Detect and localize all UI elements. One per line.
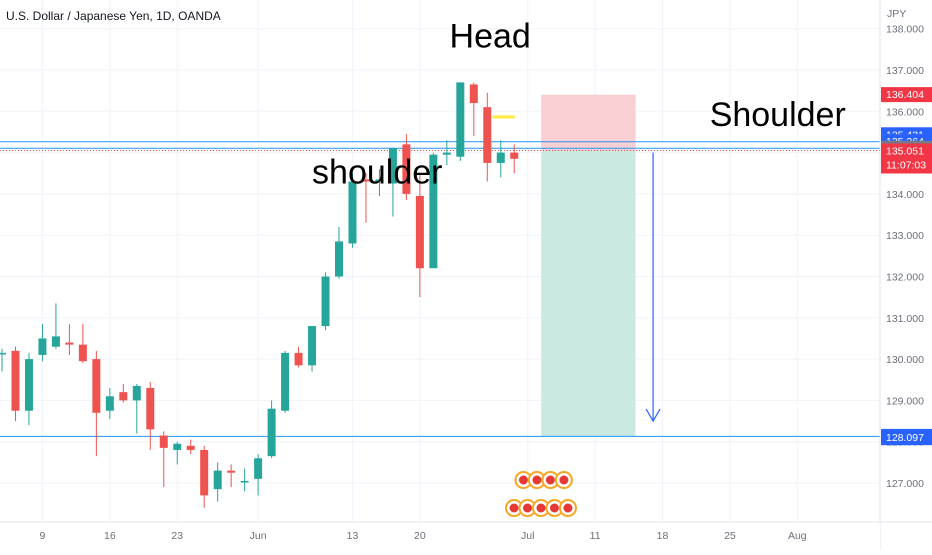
candle-body [159,435,168,448]
candle-body [429,154,438,269]
candle-body [415,195,424,269]
y-tick-label: 136.000 [886,106,924,118]
x-tick-label: 16 [104,530,116,542]
candle-body [38,338,47,355]
candle-body [0,352,6,355]
x-tick-label: 13 [347,530,359,542]
candle-body [105,396,114,411]
event-flag-icon [536,503,546,513]
candle-body [200,449,209,496]
candle-body [510,152,519,159]
candle-body [281,352,290,411]
candle-body [442,152,451,155]
price-label: 136.404 [886,89,924,101]
take-profit-zone [541,150,636,437]
candle-body [78,344,87,362]
candle-body [321,276,330,327]
x-tick-label: Aug [788,530,807,542]
candle-body [119,392,128,401]
price-label-bg [881,430,932,446]
stop-loss-zone [541,94,636,151]
y-tick-label: 130.000 [886,354,924,366]
candle-body [267,408,276,457]
countdown-label: 11:07:03 [886,159,926,171]
candle-body [213,470,222,490]
candle-body [132,385,141,401]
y-tick-label: 131.000 [886,313,924,325]
candle-body [375,179,384,182]
event-flag-icon [518,475,528,485]
candle-body [496,152,505,163]
annotation-label: Head [450,17,531,55]
event-flag-icon [563,503,573,513]
event-flag-icon [545,475,555,485]
candle-body [92,359,101,413]
candle-body [294,352,303,366]
candle-body [254,458,263,479]
currency-label: JPY [887,8,906,20]
event-flag-icon [523,503,533,513]
x-tick-label: 20 [414,530,426,542]
marker-line [492,115,515,119]
x-tick-label: Jun [250,530,267,542]
price-label-bg [881,87,932,103]
arrow-head-icon [645,408,661,423]
y-tick-label: 129.000 [886,395,924,407]
candle-body [11,350,20,411]
candle-body [173,443,182,450]
candle-body [388,148,397,184]
y-tick-label: 133.000 [886,230,924,242]
x-tick-label: 25 [724,530,736,542]
candle-body [24,359,33,411]
y-tick-label: 138.000 [886,24,924,36]
candle-body [146,388,155,430]
candle-body [361,179,370,182]
event-flag-icon [559,475,569,485]
candle-body [456,82,465,157]
x-tick-label: 9 [40,530,46,542]
candle-body [240,480,249,483]
price-label: 135.051 [886,145,924,157]
y-tick-label: 132.000 [886,272,924,284]
x-tick-label: 18 [657,530,669,542]
candle-body [227,470,236,473]
price-label-bg [881,143,932,174]
time-axis [0,522,880,550]
candle-body [348,181,357,244]
candle-body [65,342,74,345]
candle-body [469,84,478,104]
annotation-label: shoulder [312,154,442,192]
candle-body [483,107,492,163]
candle-body [186,445,195,450]
candle-body [402,144,411,194]
x-tick-label: 11 [590,530,601,542]
event-flag-icon [509,503,519,513]
y-tick-label: 127.000 [886,478,924,490]
chart-title: U.S. Dollar / Japanese Yen, 1D, OANDA [6,9,221,23]
event-flag-icon [549,503,559,513]
candle-body [335,241,343,277]
x-tick-label: Jul [521,530,534,542]
candle-body [51,336,60,347]
y-tick-label: 137.000 [886,65,924,77]
x-tick-label: 23 [171,530,183,542]
candle-body [308,326,317,366]
annotation-label: Shoulder [710,96,846,134]
y-tick-label: 134.000 [886,189,924,201]
event-flag-icon [532,475,542,485]
price-label: 128.097 [886,432,924,444]
